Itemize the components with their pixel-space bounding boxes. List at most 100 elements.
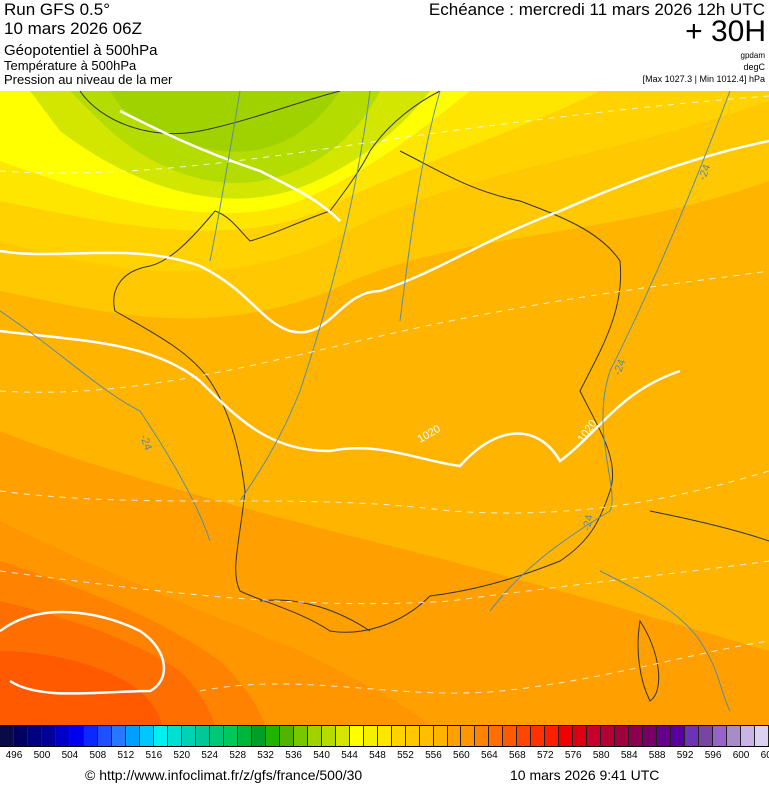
color-scale-tick: 584 [620, 750, 638, 761]
color-scale-tick: 588 [648, 750, 666, 761]
color-scale-swatch [55, 726, 70, 746]
color-scale-swatch [195, 726, 210, 746]
color-scale-tick: 560 [453, 750, 470, 761]
color-scale-swatch [685, 726, 700, 746]
run-date: 10 mars 2026 06Z [4, 19, 142, 38]
color-scale-swatch [755, 726, 769, 746]
color-scale-swatch [265, 726, 280, 746]
color-scale-swatch [601, 726, 616, 746]
color-scale-swatch [405, 726, 420, 746]
color-scale-swatch [27, 726, 42, 746]
color-scale-swatch [517, 726, 532, 746]
color-scale-swatch [545, 726, 560, 746]
color-scale-swatch [587, 726, 602, 746]
temperature-dashed-lines [0, 95, 769, 694]
color-scale-tick: 604 [760, 750, 769, 761]
color-scale-swatch [251, 726, 266, 746]
source-url: © http://www.infoclimat.fr/z/gfs/france/… [85, 767, 363, 783]
color-scale-tick: 596 [704, 750, 722, 761]
color-scale-swatch [321, 726, 336, 746]
color-scale-swatch [531, 726, 546, 746]
color-scale-swatch [307, 726, 322, 746]
coastlines-borders [79, 91, 769, 702]
color-scale-swatch [363, 726, 378, 746]
color-scale-swatch [237, 726, 252, 746]
color-scale-tick: 496 [5, 750, 23, 761]
color-scale-swatch [629, 726, 644, 746]
color-scale-swatch [727, 726, 742, 746]
color-scale-tick: 508 [89, 750, 107, 761]
color-scale-swatch [69, 726, 84, 746]
color-scale-tick: 564 [481, 750, 498, 761]
color-scale-swatch [0, 726, 14, 746]
color-scale-tick: 544 [341, 750, 358, 761]
echeance: Echéance : mercredi 11 mars 2026 12h UTC [428, 0, 765, 19]
color-scale-swatch [335, 726, 350, 746]
color-scale-bar [0, 725, 769, 747]
color-scale-tick: 528 [229, 750, 247, 761]
color-scale-swatch [153, 726, 168, 746]
color-scale-swatch [503, 726, 518, 746]
color-scale-tick: 516 [145, 750, 163, 761]
color-scale-swatch [97, 726, 112, 746]
color-scale-swatch [615, 726, 630, 746]
color-scale-tick: 536 [285, 750, 302, 761]
color-scale-swatch [573, 726, 588, 746]
isotherm-label: -24 [137, 433, 154, 452]
param-temperature: Température à 500hPa [4, 58, 137, 73]
color-scale-swatch [671, 726, 686, 746]
color-scale-swatch [167, 726, 182, 746]
color-scale-swatch [419, 726, 434, 746]
isotherm-label: -24 [612, 358, 629, 377]
color-scale-swatch [643, 726, 658, 746]
color-scale-swatch [741, 726, 756, 746]
color-scale-tick: 592 [676, 750, 694, 761]
param-pressure: Pression au niveau de la mer [4, 72, 173, 87]
color-scale-swatch [139, 726, 154, 746]
unit-degc: degC [743, 62, 765, 72]
isotherm-label: -24 [581, 514, 596, 532]
pressure-range: [Max 1027.3 | Min 1012.4] hPa [642, 74, 765, 84]
color-scale-swatch [13, 726, 28, 746]
color-scale-swatch [223, 726, 238, 746]
param-geopotential: Géopotentiel à 500hPa [4, 42, 158, 59]
color-scale-swatch [713, 726, 728, 746]
color-scale-tick: 600 [732, 750, 750, 761]
isobars [0, 109, 769, 695]
color-scale-swatch [279, 726, 294, 746]
color-scale-swatch [559, 726, 574, 746]
weather-map: -24 -24 -24 -24 1020 1020 [0, 91, 769, 725]
color-scale-tick: 552 [397, 750, 414, 761]
color-scale-swatch [461, 726, 476, 746]
color-scale-swatch [125, 726, 140, 746]
color-scale-tick: 520 [173, 750, 191, 761]
color-scale-swatch [349, 726, 364, 746]
lead-time: + 30H [685, 15, 766, 48]
isotherm-label: -24 [697, 163, 714, 182]
color-scale-tick: 580 [592, 750, 610, 761]
color-scale-labels: 496 500 504 508 512 516 520 524 528 532 536 540 544 5… [0, 750, 769, 762]
color-scale-tick: 548 [369, 750, 386, 761]
color-scale-tick: 512 [117, 750, 135, 761]
color-scale-swatch [377, 726, 392, 746]
color-scale-swatch [209, 726, 224, 746]
color-scale-swatch [181, 726, 196, 746]
color-scale-swatch [41, 726, 56, 746]
color-scale-tick: 532 [257, 750, 274, 761]
color-scale-swatch [111, 726, 126, 746]
color-scale-tick: 568 [508, 750, 526, 761]
color-scale-swatch [699, 726, 714, 746]
color-scale-swatch [433, 726, 448, 746]
color-scale-tick: 504 [61, 750, 79, 761]
unit-gpdam: gpdam [740, 51, 765, 60]
color-scale-tick: 576 [564, 750, 582, 761]
color-scale-swatch [475, 726, 490, 746]
color-scale-swatch [293, 726, 308, 746]
run-label: Run GFS 0.5° [4, 0, 111, 19]
color-scale-swatch [657, 726, 672, 746]
color-scale-tick: 540 [313, 750, 330, 761]
color-scale-tick: 524 [201, 750, 219, 761]
band-540 [110, 91, 340, 152]
color-scale-tick: 556 [425, 750, 442, 761]
